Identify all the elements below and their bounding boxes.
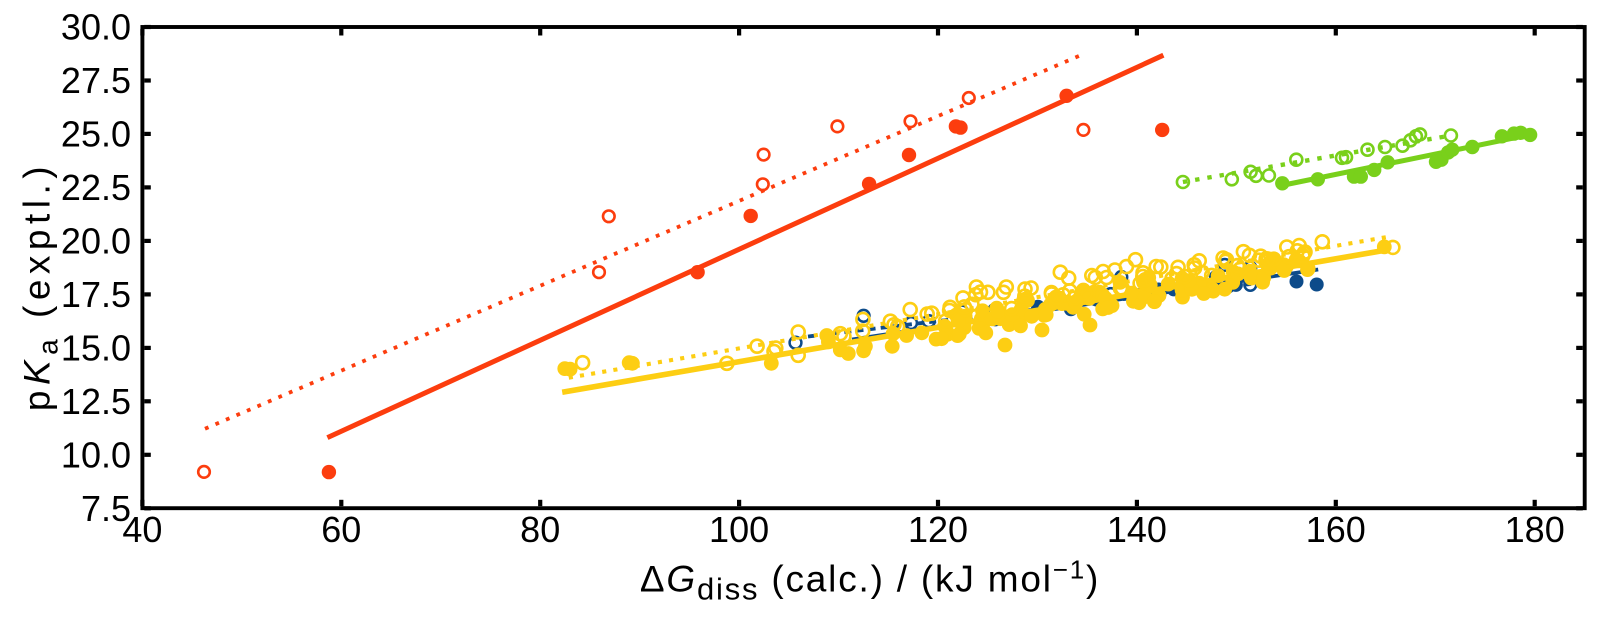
- svg-text:180: 180: [1505, 509, 1565, 550]
- svg-text:120: 120: [908, 509, 968, 550]
- svg-text:pKa (exptl.): pKa (exptl.): [17, 161, 64, 411]
- svg-text:30.0: 30.0: [61, 7, 131, 48]
- svg-text:15.0: 15.0: [61, 327, 131, 368]
- svg-text:80: 80: [520, 509, 560, 550]
- svg-text:160: 160: [1306, 509, 1366, 550]
- svg-text:100: 100: [709, 509, 769, 550]
- svg-text:10.0: 10.0: [61, 434, 131, 475]
- svg-text:27.5: 27.5: [61, 60, 131, 101]
- svg-text:140: 140: [1107, 509, 1167, 550]
- svg-text:60: 60: [321, 509, 361, 550]
- svg-text:22.5: 22.5: [61, 167, 131, 208]
- svg-text:40: 40: [122, 509, 162, 550]
- svg-text:25.0: 25.0: [61, 113, 131, 154]
- svg-text:ΔGdiss (calc.) / (kJ mol−1): ΔGdiss (calc.) / (kJ mol−1): [640, 555, 1100, 607]
- svg-text:12.5: 12.5: [61, 381, 131, 422]
- svg-text:17.5: 17.5: [61, 274, 131, 315]
- svg-text:7.5: 7.5: [81, 488, 131, 529]
- svg-text:20.0: 20.0: [61, 220, 131, 261]
